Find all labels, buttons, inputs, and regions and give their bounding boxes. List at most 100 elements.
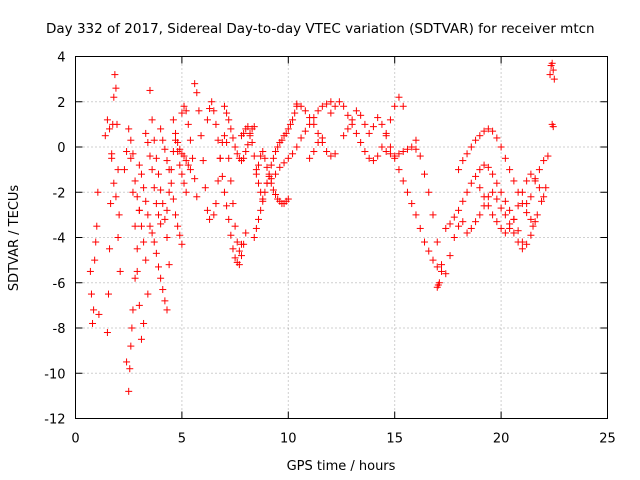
data-point <box>144 290 152 298</box>
data-point <box>472 136 480 144</box>
data-point <box>208 98 216 106</box>
data-point <box>246 129 254 137</box>
data-point <box>176 231 184 239</box>
data-point <box>514 238 522 246</box>
data-point <box>126 365 134 373</box>
data-point <box>142 197 150 205</box>
data-point <box>433 263 441 271</box>
data-point <box>510 215 518 223</box>
data-point <box>255 161 263 169</box>
data-point <box>233 150 241 158</box>
data-point <box>484 125 492 133</box>
series-t14 <box>191 80 214 223</box>
data-point <box>527 170 535 178</box>
data-point <box>212 200 220 208</box>
data-point <box>412 145 420 153</box>
data-point <box>180 152 188 160</box>
data-point <box>259 197 267 205</box>
data-point <box>195 107 203 115</box>
data-point <box>386 116 394 124</box>
data-point <box>501 211 509 219</box>
data-point <box>459 218 467 226</box>
data-point <box>91 256 99 264</box>
data-point <box>344 125 352 133</box>
data-point <box>399 102 407 110</box>
data-point <box>255 215 263 223</box>
data-point <box>231 143 239 151</box>
data-point <box>391 102 399 110</box>
data-point <box>216 154 224 162</box>
data-point <box>140 238 148 246</box>
data-point <box>480 161 488 169</box>
series-t21 <box>263 98 335 187</box>
data-point <box>142 256 150 264</box>
data-point <box>108 150 116 158</box>
data-point <box>86 267 94 275</box>
data-point <box>340 102 348 110</box>
data-point <box>369 157 377 165</box>
data-point <box>169 116 177 124</box>
data-point <box>237 240 245 248</box>
data-point <box>374 114 382 122</box>
data-point <box>327 152 335 160</box>
data-point <box>352 107 360 115</box>
data-point <box>438 267 446 275</box>
series-t32 <box>476 170 548 237</box>
data-point <box>259 148 267 156</box>
data-point <box>237 252 245 260</box>
series-t15 <box>203 98 250 269</box>
data-point <box>386 143 394 151</box>
data-point <box>493 179 501 187</box>
data-point <box>120 166 128 174</box>
data-point <box>472 218 480 226</box>
data-point <box>212 120 220 128</box>
data-point <box>446 252 454 260</box>
data-point <box>391 152 399 160</box>
data-point <box>272 170 280 178</box>
data-point <box>365 129 373 137</box>
data-point <box>178 170 186 178</box>
data-point <box>327 98 335 106</box>
data-point <box>518 188 526 196</box>
data-point <box>140 184 148 192</box>
data-point <box>293 143 301 151</box>
data-point <box>274 143 282 151</box>
data-point <box>497 143 505 151</box>
data-point <box>450 234 458 241</box>
data-point <box>550 75 558 83</box>
data-point <box>203 116 211 124</box>
data-point <box>463 229 471 237</box>
data-point <box>110 93 118 101</box>
data-point <box>272 191 280 199</box>
data-point <box>501 229 509 237</box>
data-point <box>335 98 343 106</box>
data-point <box>529 222 537 230</box>
data-point <box>506 206 514 214</box>
data-point <box>497 204 505 212</box>
data-point <box>378 120 386 128</box>
data-point <box>382 148 390 156</box>
data-point <box>531 218 539 226</box>
data-point <box>455 222 463 230</box>
data-point <box>301 107 309 115</box>
series-t12 <box>169 116 194 174</box>
data-point <box>135 206 143 214</box>
data-point <box>231 254 239 262</box>
data-point <box>429 211 437 219</box>
data-point <box>269 186 277 194</box>
data-point <box>191 80 199 88</box>
data-point <box>540 193 548 201</box>
series-t27 <box>412 136 467 278</box>
data-point <box>310 148 318 156</box>
data-point <box>323 148 331 156</box>
data-point <box>223 138 231 146</box>
data-point <box>310 120 318 128</box>
data-point <box>227 231 235 239</box>
data-point <box>178 109 186 117</box>
data-point <box>176 145 184 153</box>
data-point <box>489 127 497 135</box>
data-point <box>348 116 356 124</box>
data-point <box>163 206 171 214</box>
data-point <box>157 125 165 133</box>
data-point <box>165 261 173 269</box>
